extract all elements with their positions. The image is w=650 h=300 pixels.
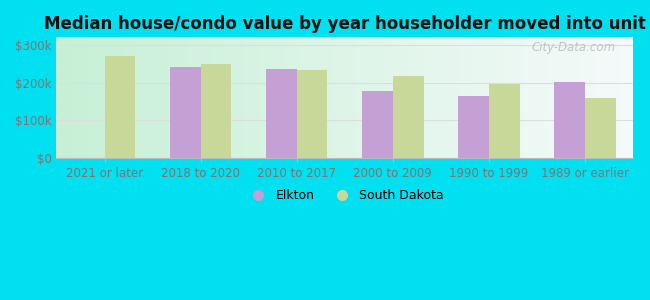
Bar: [489, 84, 519, 158]
Bar: [170, 68, 201, 158]
Text: City-Data.com: City-Data.com: [532, 41, 616, 54]
Bar: [201, 64, 231, 158]
Bar: [554, 82, 585, 158]
Bar: [393, 76, 424, 158]
Bar: [105, 56, 135, 158]
Title: Median house/condo value by year householder moved into unit: Median house/condo value by year househo…: [44, 15, 645, 33]
Bar: [585, 98, 616, 158]
Bar: [296, 70, 328, 158]
Bar: [458, 96, 489, 158]
Legend: Elkton, South Dakota: Elkton, South Dakota: [240, 184, 449, 207]
Bar: [266, 69, 296, 158]
Bar: [362, 91, 393, 158]
